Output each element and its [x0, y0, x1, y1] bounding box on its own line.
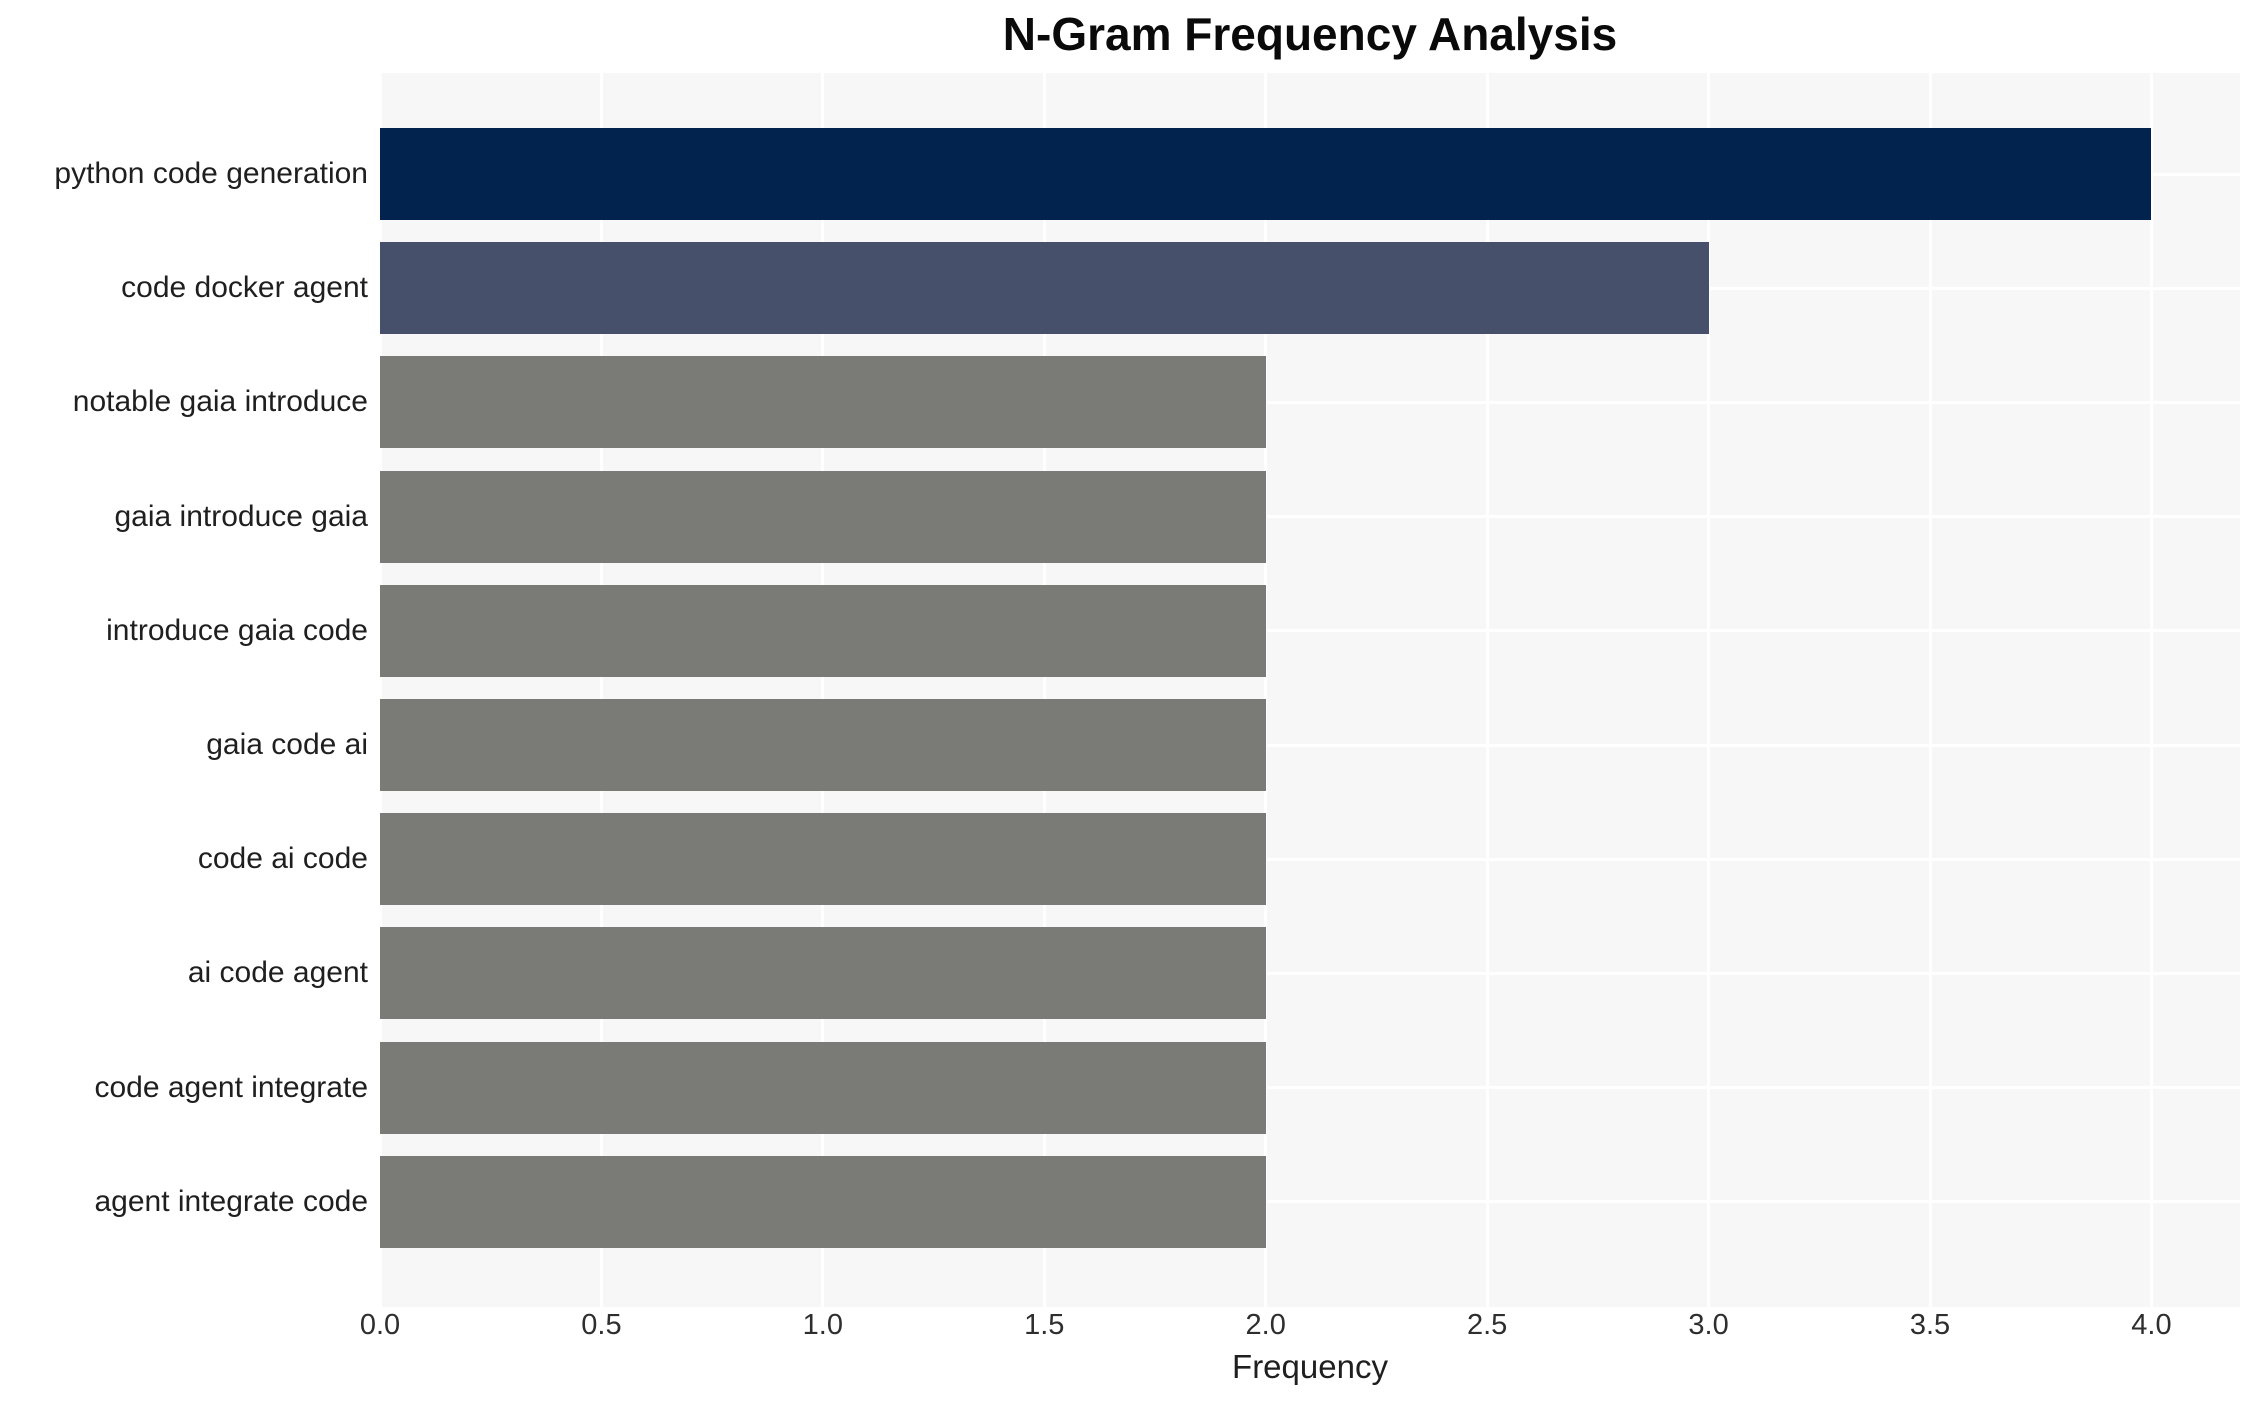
bar — [380, 470, 1266, 563]
x-tick-label: 4.0 — [2131, 1309, 2172, 1341]
gridline-x — [1928, 73, 1932, 1307]
bar — [380, 699, 1266, 791]
category-label: gaia introduce gaia — [114, 499, 368, 533]
category-label: ai code agent — [187, 956, 368, 990]
gridline-x — [2149, 73, 2153, 1307]
category-label: python code generation — [54, 157, 368, 190]
bar — [380, 584, 1266, 677]
gridline-y — [380, 629, 2240, 633]
gridline-y — [380, 971, 2240, 975]
x-tick-label: 0.5 — [581, 1309, 622, 1341]
gridline-x — [378, 73, 382, 1307]
gridline-x — [1042, 73, 1046, 1307]
category-label: gaia code ai — [206, 728, 368, 761]
x-tick-label: 1.0 — [802, 1309, 844, 1341]
gridline-x — [1485, 73, 1489, 1307]
x-tick-label: 0.0 — [359, 1309, 401, 1341]
bar — [380, 813, 1266, 906]
gridline-y — [380, 515, 2240, 519]
category-label: agent integrate code — [94, 1184, 368, 1218]
category-label: code agent integrate — [94, 1070, 368, 1104]
gridline-x — [821, 73, 825, 1307]
x-tick-label: 3.0 — [1688, 1309, 1729, 1341]
gridline-x — [1264, 73, 1268, 1307]
bar — [380, 242, 1709, 335]
gridline-y — [380, 1200, 2240, 1204]
x-tick-label: 3.5 — [1909, 1309, 1951, 1341]
gridline-y — [380, 400, 2240, 404]
x-tick-label: 2.0 — [1245, 1309, 1286, 1341]
category-label: code ai code — [197, 842, 368, 876]
plot-area — [378, 73, 2240, 1307]
category-label: notable gaia introduce — [72, 385, 368, 419]
gridline-y — [380, 1086, 2240, 1090]
bar — [380, 1155, 1266, 1248]
bar — [380, 1041, 1266, 1134]
bar — [380, 128, 2152, 220]
x-axis-label: Frequency — [1232, 1348, 1388, 1385]
gridline-y — [380, 857, 2240, 861]
gridline-x — [599, 73, 603, 1307]
bar — [380, 927, 1266, 1020]
x-tick-label: 2.5 — [1466, 1309, 1508, 1341]
category-label: introduce gaia code — [106, 613, 368, 647]
x-tick-label: 1.5 — [1024, 1309, 1065, 1341]
gridline-x — [1707, 73, 1711, 1307]
category-label: code docker agent — [121, 271, 368, 305]
gridline-y — [380, 743, 2240, 747]
bar — [380, 356, 1266, 449]
chart-title: N-Gram Frequency Analysis — [1002, 8, 1618, 60]
